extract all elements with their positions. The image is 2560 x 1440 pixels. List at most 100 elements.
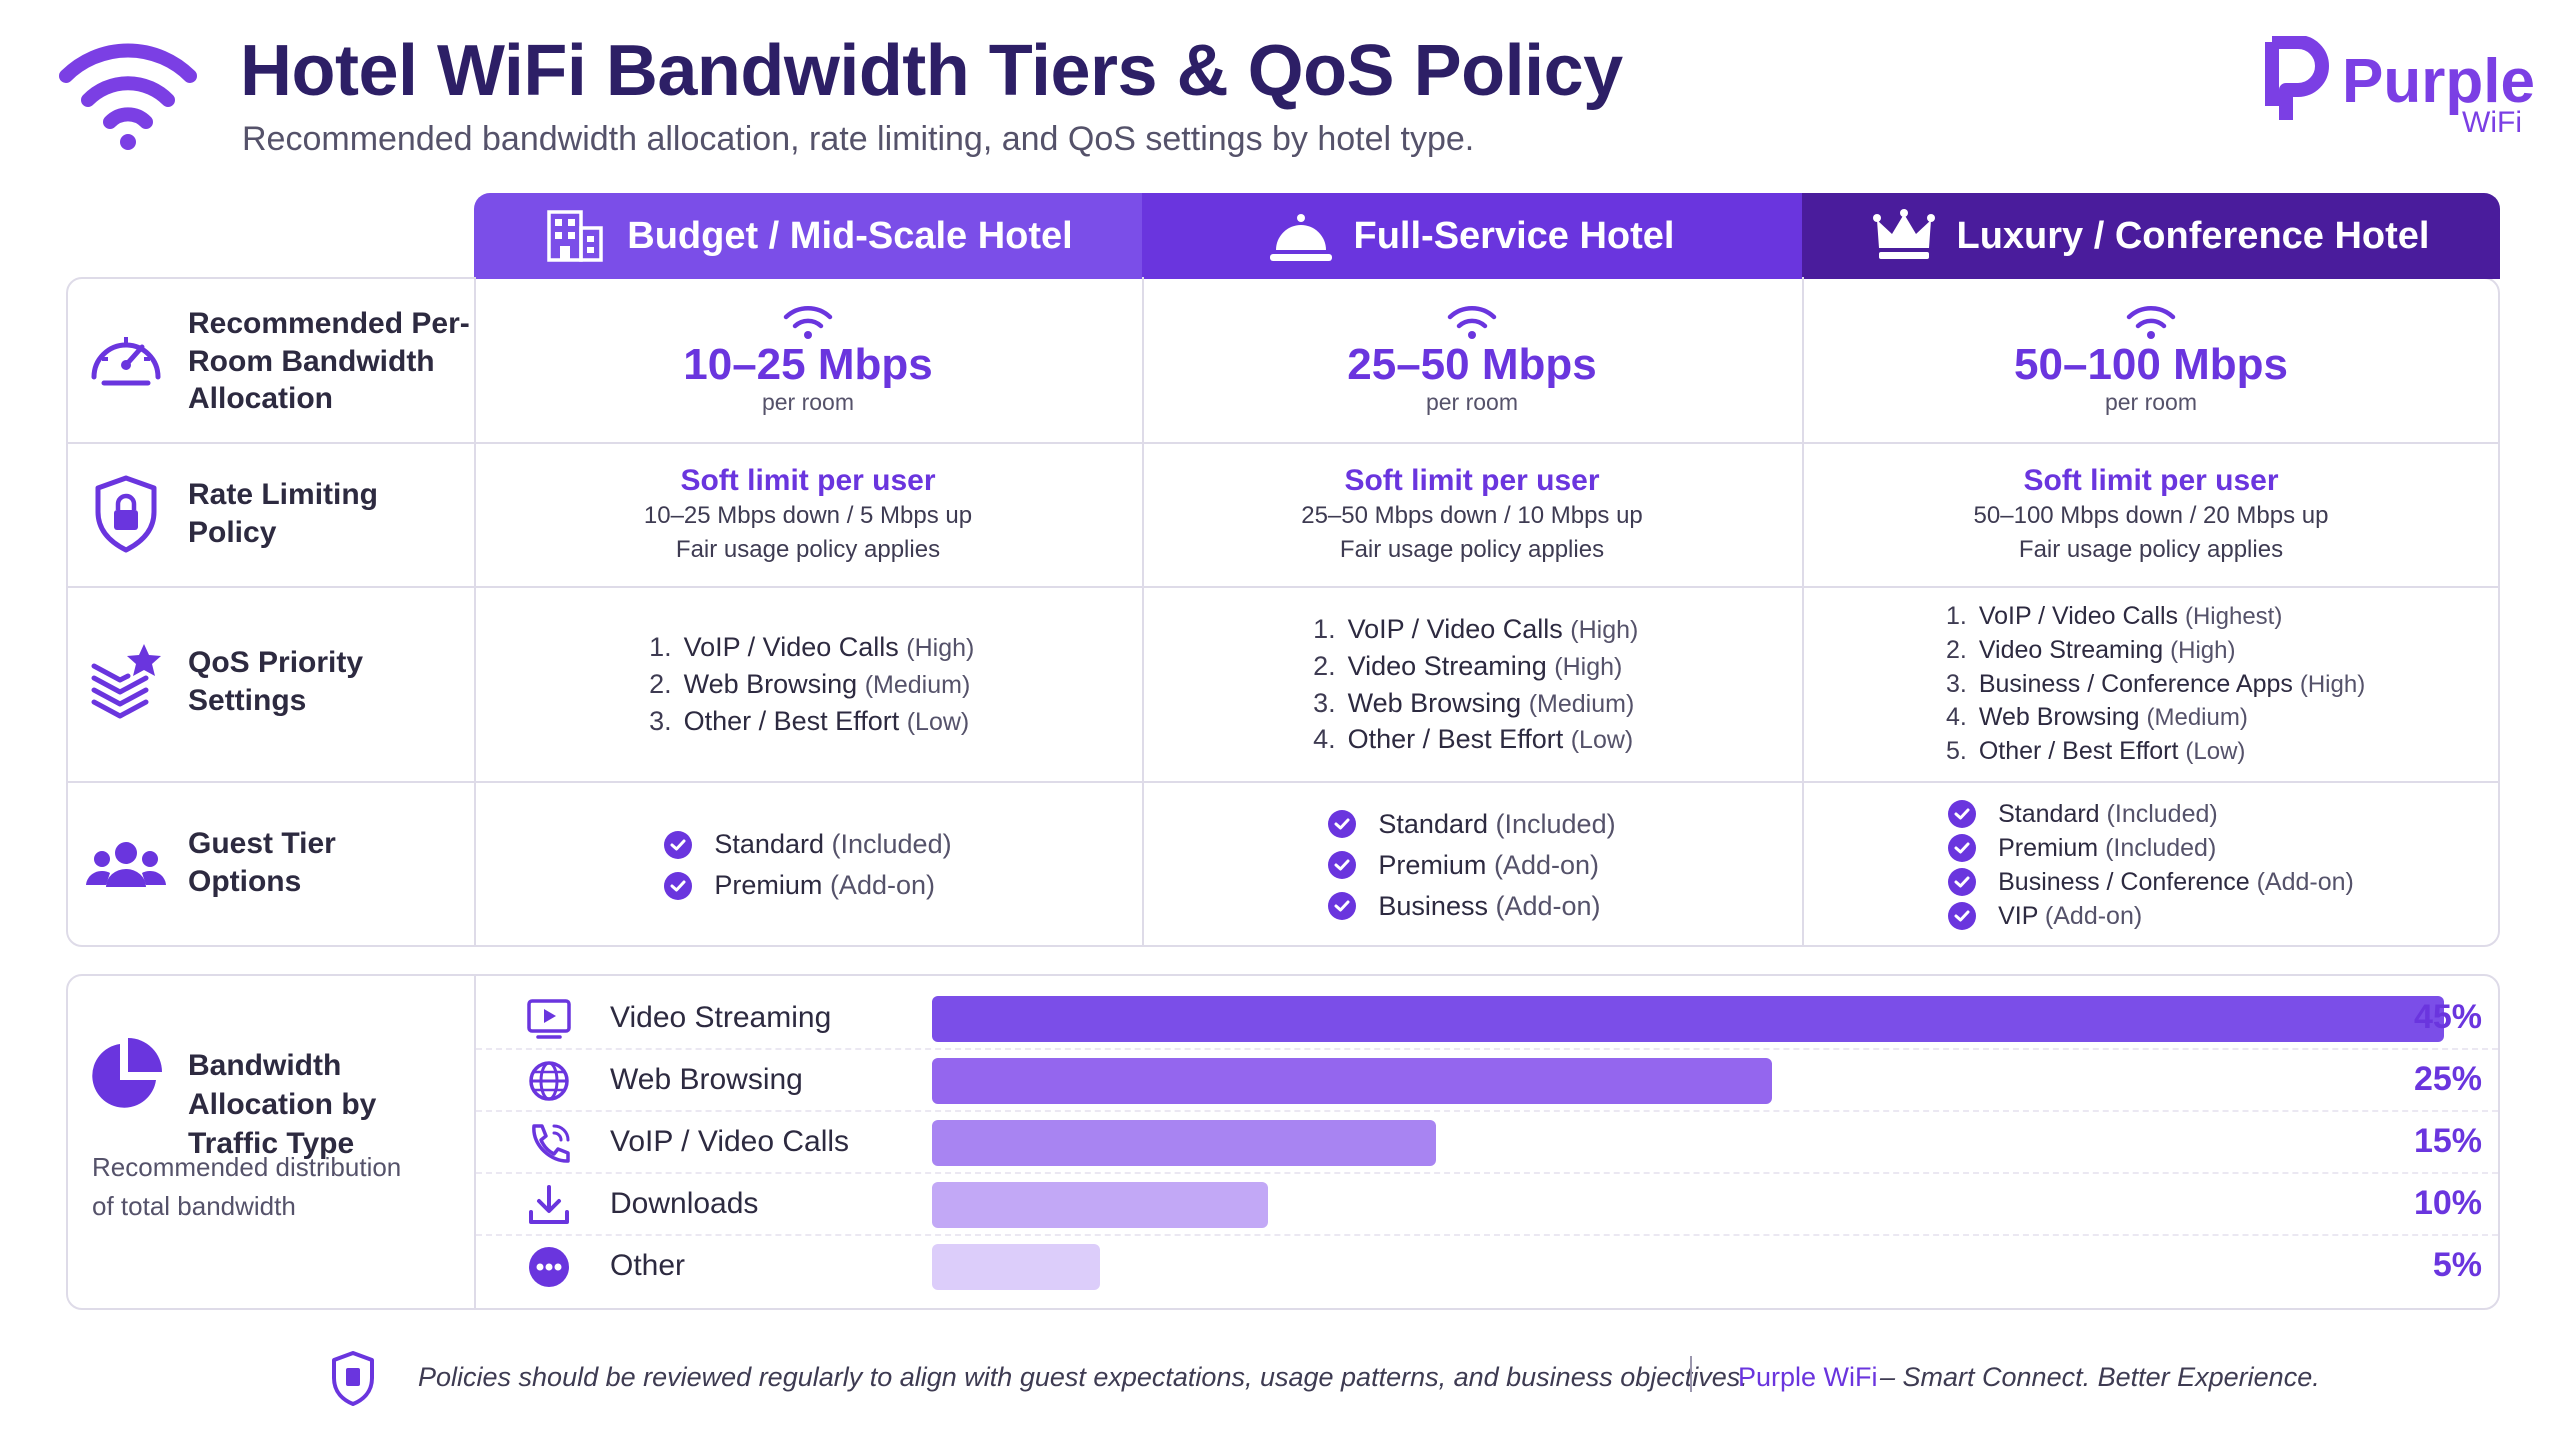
- allocation-description: Recommended distribution of total bandwi…: [92, 1148, 401, 1226]
- guest-tier-item: Standard (Included): [1328, 804, 1616, 845]
- rate-limit-detail: 50–100 Mbps down / 20 Mbps up: [1973, 502, 2329, 530]
- divider: [474, 976, 476, 1308]
- qos-cell-luxury: 1. VoIP / Video Calls (Highest) 2. Video S…: [1802, 588, 2500, 781]
- divider: [66, 586, 2500, 588]
- bandwidth-value: 50–100 Mbps: [2014, 339, 2288, 389]
- qos-item: 2. Video Streaming (High): [1945, 635, 2236, 664]
- guest-tier-list: Standard (Included) Premium (Included) B…: [1948, 797, 2354, 933]
- column-header-label: Budget / Mid-Scale Hotel: [627, 214, 1073, 257]
- footer-brand: Purple WiFi: [1738, 1362, 1878, 1392]
- divider: [1690, 1356, 1692, 1392]
- shield-lock-icon: [95, 475, 157, 553]
- guest-tier-item: Business / Conference (Add-on): [1948, 865, 2354, 899]
- check-icon: [1328, 810, 1357, 838]
- column-header-luxury: Luxury / Conference Hotel: [1802, 193, 2500, 279]
- bar-row: Downloads 10%: [476, 1174, 2498, 1236]
- rate-limit-detail: 10–25 Mbps down / 5 Mbps up: [643, 502, 973, 530]
- header: Hotel WiFi Bandwidth Tiers & QoS Policy …: [0, 0, 2560, 190]
- check-icon: [1948, 902, 1977, 930]
- table-frame: [66, 277, 2500, 947]
- check-icon: [1948, 834, 1977, 862]
- bar-row: Video Streaming 45%: [476, 988, 2498, 1050]
- footer-note: Policies should be reviewed regularly to…: [418, 1362, 1748, 1392]
- bar-value-label: 25%: [2413, 1060, 2482, 1098]
- bandwidth-unit: per room: [1425, 389, 1519, 416]
- brand-sub: WiFi: [2462, 106, 2522, 139]
- bar: [932, 1120, 1436, 1166]
- bandwidth-value: 10–25 Mbps: [683, 339, 933, 389]
- bar-row: Web Browsing 25%: [476, 1050, 2498, 1112]
- layers-star-icon: [91, 644, 161, 719]
- qos-item: 2. Video Streaming (High): [1313, 650, 1623, 681]
- bandwidth-cell-luxury: 50–100 Mbps per room: [1802, 279, 2500, 442]
- guest-tier-item: Standard (Included): [1948, 797, 2354, 831]
- bar: [932, 996, 2444, 1042]
- bandwidth-value: 25–50 Mbps: [1347, 339, 1597, 389]
- guest-cell-budget: Standard (Included) Premium (Add-on): [474, 783, 1142, 947]
- guest-tier-item: Premium (Add-on): [1328, 845, 1615, 886]
- allocation-panel: Bandwidth Allocation by Traffic Type Rec…: [66, 974, 2500, 1310]
- rate-limit-title: Soft limit per user: [1344, 464, 1600, 498]
- footer-tagline: – Smart Connect. Better Experience.: [1880, 1362, 2320, 1392]
- building-icon: [547, 210, 603, 262]
- qos-item: 1. VoIP / Video Calls (High): [1313, 614, 1639, 644]
- purple-logo-icon: [2265, 36, 2329, 120]
- bar: [932, 1058, 1772, 1104]
- row-label-text: Recommended Per-Room Bandwidth Allocatio…: [188, 307, 470, 415]
- bar-label: Other: [610, 1249, 686, 1282]
- qos-item: 2. Web Browsing (Medium): [649, 669, 971, 700]
- column-header-label: Full-Service Hotel: [1353, 214, 1675, 257]
- bar-track: [932, 1058, 2444, 1104]
- check-icon: [1328, 892, 1357, 920]
- column-header-full-service: Full-Service Hotel: [1142, 193, 1802, 279]
- divider: [1802, 277, 1804, 947]
- bar-track: [932, 1182, 2444, 1228]
- qos-item: 5. Other / Best Effort (Low): [1945, 737, 2246, 766]
- bar-label: VoIP / Video Calls: [610, 1125, 850, 1158]
- wifi-icon: [59, 43, 197, 150]
- rate-limit-note: Fair usage policy applies: [2018, 536, 2284, 563]
- divider: [474, 277, 476, 947]
- guest-tier-item: Premium (Included): [1948, 831, 2354, 865]
- guest-tier-item: Premium (Add-on): [664, 865, 951, 906]
- qos-item: 3. Other / Best Effort (Low): [649, 705, 970, 736]
- row-separator: [476, 1172, 2498, 1174]
- guest-tier-item: Standard (Included): [664, 824, 952, 865]
- row-label-qos: QoS Priority Settings: [66, 588, 474, 781]
- bar-value-label: 5%: [2432, 1246, 2482, 1284]
- column-header-label: Luxury / Conference Hotel: [1956, 214, 2430, 257]
- qos-cell-budget: 1. VoIP / Video Calls (High) 2. Web Browsi…: [474, 588, 1142, 781]
- bar-value-label: 15%: [2413, 1122, 2482, 1160]
- brand-name: Purple: [2342, 47, 2535, 116]
- globe-icon: [529, 1061, 569, 1101]
- brand-logo: Purple WiFi: [2262, 36, 2535, 139]
- bar-label: Downloads: [610, 1187, 759, 1220]
- qos-list: 1. VoIP / Video Calls (Highest) 2. Video S…: [1937, 600, 2365, 769]
- divider: [1142, 277, 1144, 947]
- divider: [66, 781, 2500, 783]
- bandwidth-cell-budget: 10–25 Mbps per room: [474, 279, 1142, 442]
- rate-limit-title: Soft limit per user: [680, 464, 936, 498]
- wifi-icon: [2126, 305, 2176, 339]
- check-icon: [1948, 868, 1977, 896]
- page-title: Hotel WiFi Bandwidth Tiers & QoS Policy: [240, 31, 1623, 111]
- wifi-icon: [1447, 305, 1497, 339]
- row-label-bandwidth: Recommended Per-Room Bandwidth Allocatio…: [66, 279, 474, 442]
- rate-limit-note: Fair usage policy applies: [675, 536, 941, 563]
- bar-value-label: 45%: [2413, 998, 2482, 1036]
- users-icon: [86, 842, 166, 887]
- rate-limit-detail: 25–50 Mbps down / 10 Mbps up: [1301, 502, 1643, 530]
- qos-list: 1. VoIP / Video Calls (High) 2. Video Stre…: [1306, 611, 1639, 758]
- column-header-budget: Budget / Mid-Scale Hotel: [474, 193, 1142, 279]
- bar: [932, 1182, 1268, 1228]
- rate-cell-budget: Soft limit per user 10–25 Mbps down / 5 …: [474, 444, 1142, 586]
- guest-cell-luxury: Standard (Included) Premium (Included) B…: [1802, 783, 2500, 947]
- rate-cell-full-service: Soft limit per user 25–50 Mbps down / 10…: [1142, 444, 1802, 586]
- bar-row: VoIP / Video Calls 15%: [476, 1112, 2498, 1174]
- video-play-icon: [527, 999, 571, 1039]
- qos-item: 4. Web Browsing (Medium): [1945, 703, 2248, 732]
- bar-label: Video Streaming: [610, 1001, 832, 1034]
- allocation-desc-line: of total bandwidth: [92, 1191, 296, 1221]
- check-icon: [1328, 851, 1357, 879]
- qos-item: 1. VoIP / Video Calls (High): [649, 632, 975, 663]
